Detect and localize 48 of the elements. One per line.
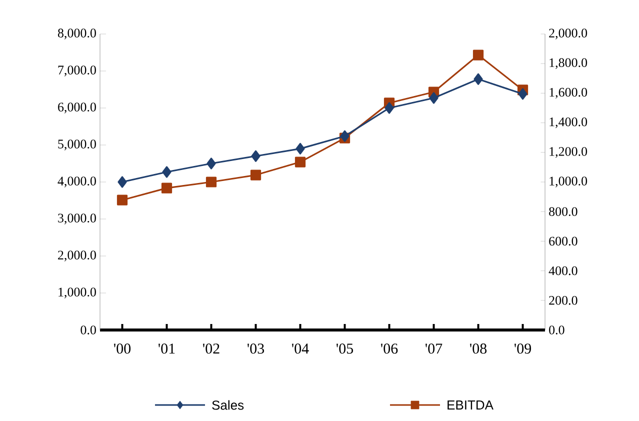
point: [384, 102, 394, 114]
x-tick-label: '00: [114, 344, 131, 354]
y2-tick-label: 0.0: [549, 326, 564, 334]
y2-tick-label: 2,000.0: [549, 28, 588, 40]
y2-tick-label: 1,400.0: [550, 117, 588, 128]
point: [474, 73, 483, 85]
point: [472, 50, 484, 60]
x-tick-label: '01: [158, 344, 175, 354]
point: [118, 176, 127, 188]
x-tick-label: '03: [248, 344, 264, 354]
x-tick-label: '04: [292, 344, 309, 354]
point: [518, 88, 528, 100]
point: [251, 150, 260, 162]
y2-tick-label: 400.0: [548, 266, 578, 276]
y2-tick-label: 1,600.0: [550, 88, 588, 99]
x-tick-label: '05: [336, 344, 354, 354]
x-tick-label: '09: [514, 344, 531, 354]
point: [161, 182, 172, 194]
y2-tick-label: 1,000.0: [550, 176, 588, 188]
x-tick-label: '02: [203, 344, 220, 354]
y2-tick-label: 200.0: [549, 296, 578, 305]
point: [250, 170, 262, 180]
x-tick-label: '08: [470, 344, 487, 354]
point: [206, 158, 216, 170]
point: [116, 194, 128, 206]
y-tick-label: 8,000.0: [58, 28, 96, 40]
x-tick-label: '06: [381, 344, 398, 354]
y-tick-label: 0.0: [80, 326, 96, 334]
y2-tick-label: 600.0: [549, 236, 578, 246]
y-tick-label: 5,000.0: [58, 140, 96, 150]
point: [340, 130, 350, 142]
point: [294, 156, 306, 168]
point: [162, 166, 172, 178]
point: [206, 176, 217, 188]
y-tick-label: 7,000.0: [58, 66, 96, 76]
y2-tick-label: 1,800.0: [550, 58, 588, 69]
point: [429, 92, 438, 104]
y2-tick-label: 800.0: [549, 207, 578, 216]
y-tick-label: 1,000.0: [58, 288, 96, 298]
y2-tick-label: 1,200.0: [550, 147, 588, 158]
y-tick-label: 2,000.0: [58, 250, 96, 262]
point: [296, 142, 305, 154]
legend-label: Sales: [212, 400, 244, 410]
y-tick-label: 6,000.0: [58, 102, 96, 114]
y-tick-label: 4,000.0: [58, 176, 96, 188]
legend-label: EBITDA: [448, 400, 494, 410]
y-tick-label: 3,000.0: [58, 214, 96, 224]
x-tick-label: '07: [426, 344, 442, 354]
